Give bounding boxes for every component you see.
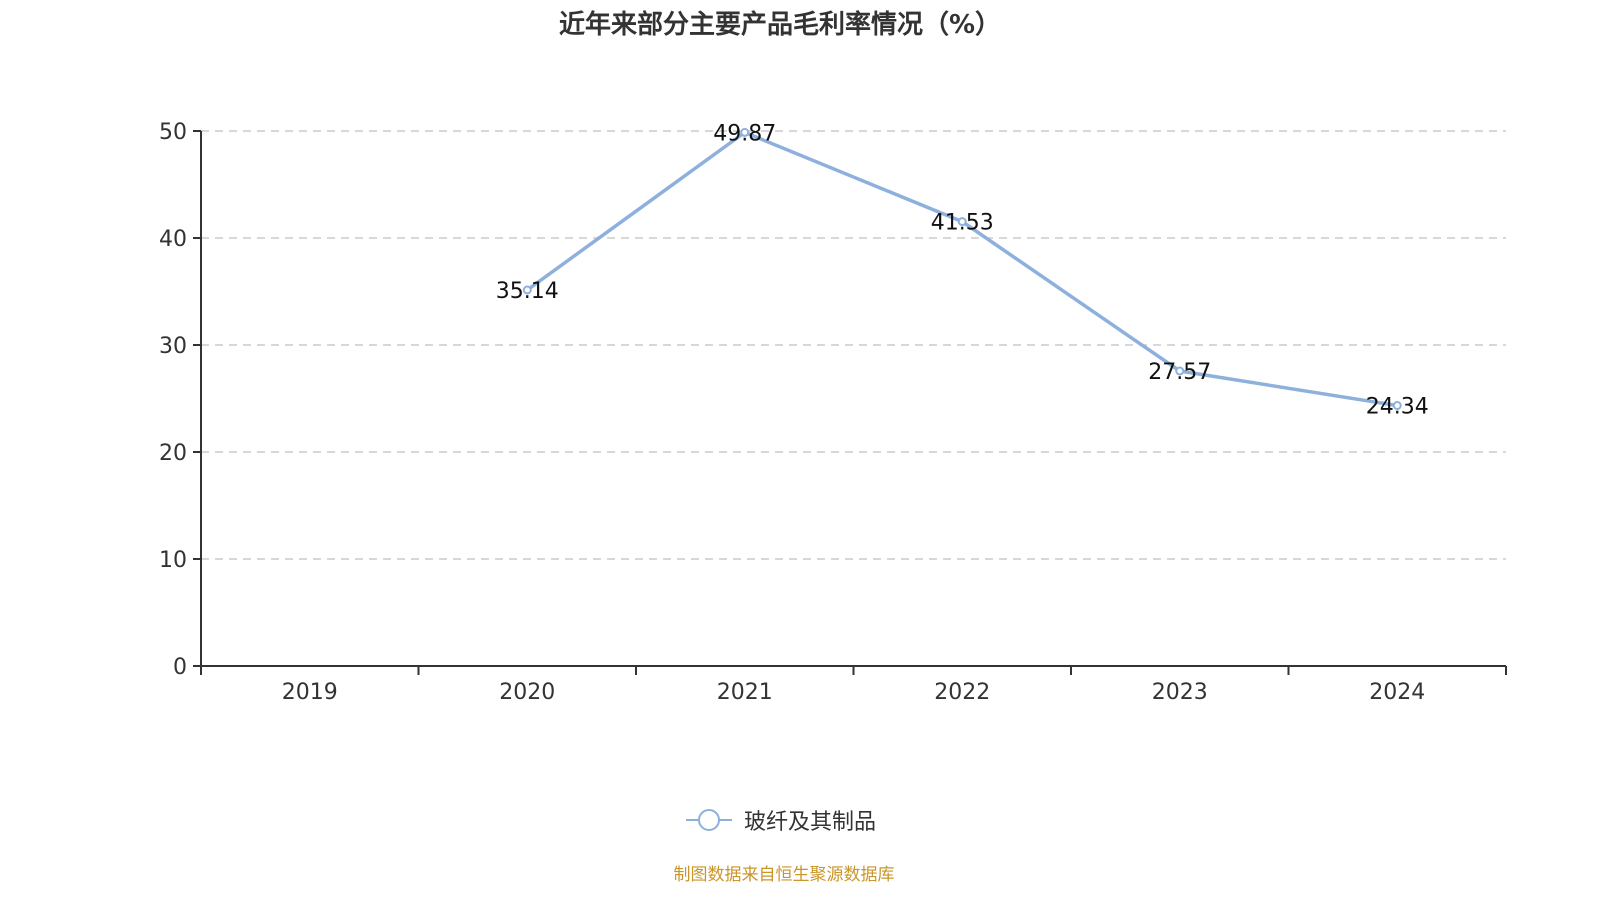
data-label: 24.34 [1366, 395, 1429, 420]
y-axis: 0 10 20 30 40 50 [159, 120, 202, 680]
data-point[interactable] [1175, 366, 1185, 376]
y-tick-label: 30 [159, 334, 187, 359]
data-label: 35.14 [496, 279, 559, 304]
legend-label: 玻纤及其制品 [744, 810, 877, 835]
y-tick-label: 20 [159, 441, 187, 466]
data-label: 49.87 [713, 121, 776, 146]
source-note: 制图数据来自恒生聚源数据库 [673, 865, 895, 885]
x-tick-label: 2022 [934, 680, 990, 705]
legend-item[interactable]: 玻纤及其制品 [684, 804, 876, 836]
y-tick-label: 50 [159, 120, 187, 145]
y-tick-label: 0 [173, 655, 187, 680]
data-labels: 35.14 49.87 41.53 27.57 24.34 [496, 121, 1429, 419]
x-axis: 2019 2020 2021 2022 2023 2024 [193, 665, 1507, 705]
data-label: 27.57 [1148, 360, 1211, 385]
x-tick-label: 2024 [1369, 680, 1425, 705]
x-tick-label: 2019 [282, 680, 338, 705]
data-point[interactable] [957, 217, 967, 227]
data-point[interactable] [522, 285, 532, 295]
data-point[interactable] [740, 127, 750, 137]
line-chart: 0 10 20 30 40 50 2019 2020 2021 2022 2023 2024 35.… [159, 120, 1507, 705]
x-tick-label: 2023 [1152, 680, 1208, 705]
data-label: 41.53 [931, 211, 994, 236]
y-tick-label: 40 [159, 227, 187, 252]
data-point[interactable] [1392, 401, 1402, 411]
circle-line-marker-icon [686, 809, 732, 831]
y-tick-label: 10 [159, 548, 187, 573]
x-tick-label: 2020 [499, 680, 555, 705]
y-gridlines [201, 130, 1506, 560]
x-tick-label: 2021 [717, 680, 773, 705]
chart-title: 近年来部分主要产品毛利率情况（%） [558, 10, 1002, 40]
series-line [522, 127, 1402, 411]
